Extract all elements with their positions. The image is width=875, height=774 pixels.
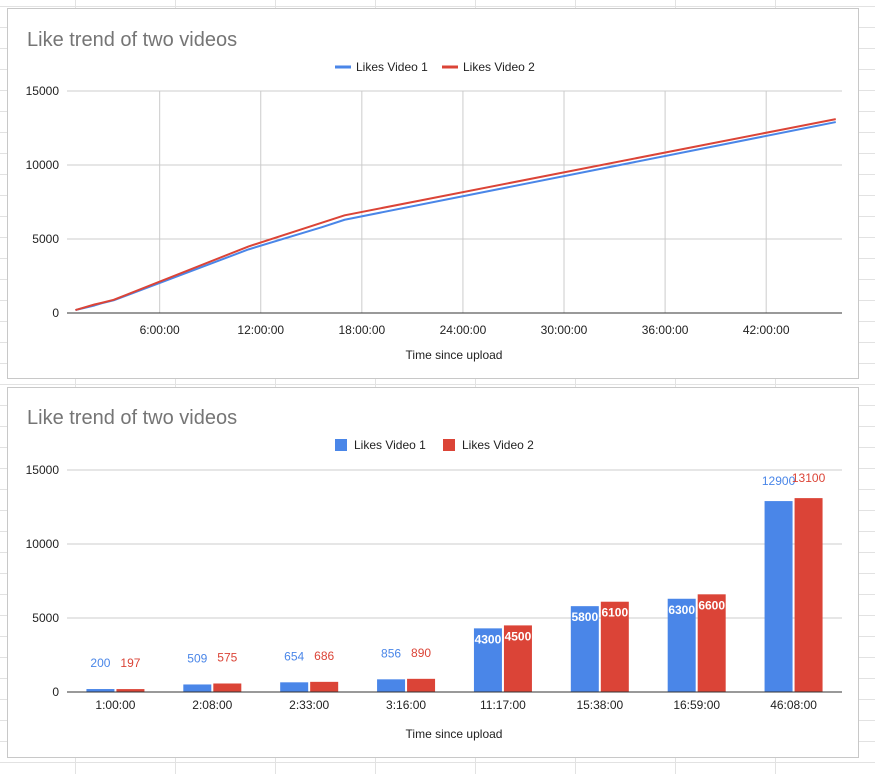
y-tick-label: 10000 xyxy=(26,537,60,551)
data-label: 856 xyxy=(381,646,401,660)
x-axis-title: Time since upload xyxy=(406,727,503,741)
series-line-video-2 xyxy=(75,118,836,312)
x-tick-label: 42:00:00 xyxy=(743,323,790,337)
gridlines xyxy=(67,90,842,313)
bar-video-2 xyxy=(213,683,242,692)
bar-video-1 xyxy=(473,628,502,692)
y-tick-label: 0 xyxy=(52,685,59,699)
data-label: 575 xyxy=(217,650,237,664)
y-tick-label: 15000 xyxy=(26,84,60,98)
legend: Likes Video 1 Likes Video 2 xyxy=(335,60,535,74)
bar-video-2 xyxy=(794,498,823,692)
data-label: 6100 xyxy=(601,606,628,620)
x-tick-label: 3:16:00 xyxy=(386,698,426,712)
legend-label-video-1: Likes Video 1 xyxy=(354,438,426,452)
x-tick-label: 46:08:00 xyxy=(770,698,817,712)
data-label: 6600 xyxy=(698,598,725,612)
bar-video-1 xyxy=(183,684,212,692)
data-label: 13100 xyxy=(792,471,826,485)
chart-title: Like trend of two videos xyxy=(27,29,237,51)
bar-video-2 xyxy=(600,601,629,692)
y-tick-labels: 0 5000 10000 15000 xyxy=(26,84,60,320)
gridlines xyxy=(67,469,842,619)
data-label: 654 xyxy=(284,649,304,663)
bar-video-2 xyxy=(116,689,145,692)
legend: Likes Video 1 Likes Video 2 xyxy=(335,438,534,452)
x-tick-label: 24:00:00 xyxy=(440,323,487,337)
y-tick-label: 15000 xyxy=(26,463,60,477)
line-chart-panel: Like trend of two videos Likes Video 1 L… xyxy=(7,8,859,379)
bar-video-2 xyxy=(407,678,436,692)
bar-video-1 xyxy=(377,679,406,692)
data-label: 6300 xyxy=(668,603,695,617)
legend-label-video-2: Likes Video 2 xyxy=(462,438,534,452)
bar-video-1 xyxy=(86,689,115,692)
y-tick-labels: 0 5000 10000 15000 xyxy=(26,463,60,699)
y-tick-label: 10000 xyxy=(26,158,60,172)
x-tick-label: 11:17:00 xyxy=(480,698,526,712)
x-tick-label: 18:00:00 xyxy=(338,323,385,337)
legend-label-video-2: Likes Video 2 xyxy=(463,60,535,74)
data-label: 686 xyxy=(314,649,334,663)
x-tick-label: 36:00:00 xyxy=(642,323,689,337)
data-label: 509 xyxy=(187,651,207,665)
series-lines xyxy=(75,118,836,312)
bar-video-2 xyxy=(697,594,726,692)
bar-chart: Like trend of two videos Likes Video 1 L… xyxy=(26,407,842,741)
legend-item-video-1[interactable]: Likes Video 1 xyxy=(335,438,426,452)
legend-swatch-video-1 xyxy=(335,439,347,451)
x-tick-label: 1:00:00 xyxy=(95,698,135,712)
x-tick-label: 6:00:00 xyxy=(140,323,180,337)
x-tick-labels: 6:00:00 12:00:00 18:00:00 24:00:00 30:00:00 3… xyxy=(140,323,790,337)
x-tick-label: 2:33:00 xyxy=(289,698,329,712)
x-axis-title: Time since upload xyxy=(406,348,503,362)
y-tick-label: 5000 xyxy=(32,611,59,625)
y-tick-label: 5000 xyxy=(32,232,59,246)
bar-video-1 xyxy=(280,682,309,692)
chart-title: Like trend of two videos xyxy=(27,407,237,429)
bar-video-1 xyxy=(667,598,696,692)
line-chart: Like trend of two videos Likes Video 1 L… xyxy=(26,29,842,362)
legend-item-video-2[interactable]: Likes Video 2 xyxy=(442,60,535,74)
x-tick-label: 30:00:00 xyxy=(541,323,588,337)
x-tick-label: 16:59:00 xyxy=(673,698,720,712)
data-label: 890 xyxy=(411,646,431,660)
series-line-video-1 xyxy=(75,121,836,312)
bar-chart-panel: Like trend of two videos Likes Video 1 L… xyxy=(7,387,859,758)
legend-swatch-video-2 xyxy=(443,439,455,451)
bar-video-1 xyxy=(570,606,599,692)
data-labels: 200 197 509 575 654 686 856 890 4300 4500 5800 6100… xyxy=(90,471,825,670)
y-tick-label: 0 xyxy=(52,306,59,320)
data-label: 4300 xyxy=(475,632,502,646)
legend-item-video-1[interactable]: Likes Video 1 xyxy=(335,60,428,74)
x-tick-label: 15:38:00 xyxy=(576,698,623,712)
bar-video-2 xyxy=(310,681,339,692)
data-label: 5800 xyxy=(571,610,598,624)
x-tick-labels: 1:00:00 2:08:00 2:33:00 3:16:00 11:17:00 15:3… xyxy=(95,698,817,712)
legend-item-video-2[interactable]: Likes Video 2 xyxy=(443,438,534,452)
data-label: 12900 xyxy=(762,474,796,488)
x-tick-label: 2:08:00 xyxy=(192,698,232,712)
legend-label-video-1: Likes Video 1 xyxy=(356,60,428,74)
bar-video-1 xyxy=(764,501,793,692)
x-tick-label: 12:00:00 xyxy=(237,323,284,337)
data-label: 197 xyxy=(120,656,140,670)
data-label: 4500 xyxy=(505,629,532,643)
data-label: 200 xyxy=(90,656,110,670)
bars xyxy=(86,498,823,692)
bar-video-2 xyxy=(503,625,532,692)
